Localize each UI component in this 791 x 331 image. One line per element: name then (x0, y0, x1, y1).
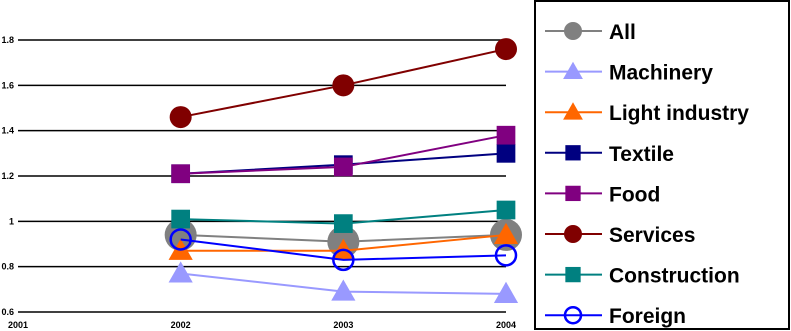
legend-marker (565, 185, 581, 202)
axis-ticks: 0.6 0.8 1 1.2 1.4 1.6 1.8 2001 2002 2003 2004 (1, 35, 516, 330)
legend-label: Food (609, 183, 660, 206)
y-tick-label: 1.4 (1, 126, 14, 136)
y-tick-label: 1 (9, 216, 14, 226)
data-point (333, 157, 353, 177)
x-tick-label: 2002 (171, 320, 191, 330)
series-construction (171, 200, 516, 233)
legend-marker (564, 22, 582, 40)
data-point (331, 279, 356, 301)
data-point (332, 74, 355, 97)
legend-item: All (545, 21, 636, 44)
y-tick-label: 1.2 (1, 171, 14, 181)
data-point (171, 209, 191, 229)
data-point (169, 228, 192, 251)
data-point (169, 106, 192, 129)
series-food (171, 125, 516, 184)
data-point (496, 200, 516, 220)
data-point (332, 248, 355, 272)
legend-item: Food (545, 183, 660, 206)
data-point (333, 214, 353, 233)
x-tick-label: 2004 (496, 320, 516, 330)
series-machinery (168, 261, 519, 303)
data-point (496, 125, 516, 145)
legend-item: Textile (545, 143, 674, 166)
legend-item: Light industry (545, 102, 749, 125)
legend-item: Services (545, 224, 695, 247)
data-point (171, 164, 191, 184)
series-layer (164, 38, 522, 303)
legend-label: Construction (609, 265, 740, 288)
legend-marker (565, 145, 581, 161)
x-tick-label: 2001 (8, 320, 28, 330)
legend-label: Machinery (609, 62, 713, 85)
data-point (168, 261, 193, 283)
data-point (494, 244, 518, 267)
legend-label: Textile (609, 143, 674, 166)
legend-item: Machinery (545, 62, 713, 85)
legend-label: Foreign (609, 305, 686, 328)
legend-label: All (609, 21, 636, 44)
data-point (493, 281, 519, 303)
data-point (496, 143, 516, 163)
legend-item: Construction (545, 265, 740, 288)
series-services (169, 38, 517, 129)
grid-lines (18, 39, 506, 313)
legend-marker (563, 102, 583, 120)
legend-label: Services (609, 224, 695, 247)
legend-item: Foreign (545, 305, 686, 328)
legend-marker (563, 61, 583, 80)
series-line (180, 238, 507, 261)
x-tick-label: 2003 (333, 320, 353, 330)
legend-marker (564, 225, 582, 243)
y-tick-label: 1.6 (1, 80, 14, 90)
series-foreign (169, 228, 518, 272)
y-tick-label: 0.8 (1, 262, 14, 272)
y-tick-label: 0.6 (1, 307, 14, 317)
data-point (495, 38, 517, 61)
legend-marker (565, 266, 581, 283)
data-point (493, 222, 519, 245)
y-tick-label: 1.8 (1, 35, 14, 45)
legend: All Machinery Light industry Textile Food Ser… (534, 0, 790, 330)
legend-marker (563, 305, 583, 325)
legend-label: Light industry (609, 102, 749, 125)
